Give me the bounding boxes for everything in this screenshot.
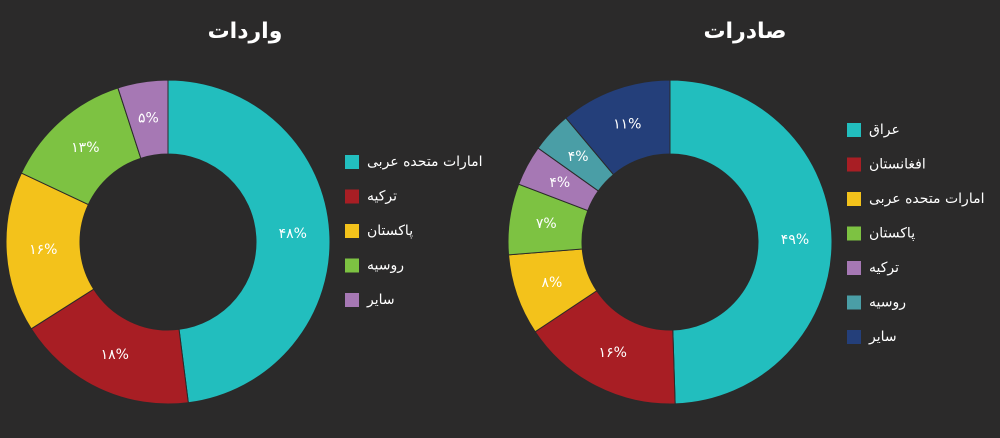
pie-slice <box>167 79 331 404</box>
legend-swatch <box>345 189 359 204</box>
legend-label: پاکستان <box>367 223 413 239</box>
legend-swatch <box>847 330 861 344</box>
legend-swatch <box>847 261 861 275</box>
data-label: ۱۳% <box>71 140 99 156</box>
legend-swatch <box>345 258 359 273</box>
data-label: ۱۶% <box>29 242 57 258</box>
data-label: ۱۸% <box>101 347 129 363</box>
pie-slice <box>117 79 169 159</box>
legend-swatch <box>345 224 359 238</box>
legend-label: روسیه <box>367 258 404 274</box>
data-label: ۸% <box>541 275 562 291</box>
pie-slice <box>565 79 671 176</box>
data-label: ۱۶% <box>599 345 627 361</box>
data-label: ۷% <box>536 216 557 232</box>
data-label: ۴۸% <box>279 226 307 242</box>
legend-label: روسیه <box>869 295 906 311</box>
legend-swatch <box>847 226 861 241</box>
legend-swatch <box>847 192 861 206</box>
legend-swatch <box>345 293 359 307</box>
legend-swatch <box>847 123 861 137</box>
legend-label: ترکیه <box>367 189 397 205</box>
data-label: ۴۹% <box>781 232 809 248</box>
legend-label: ترکیه <box>869 260 899 276</box>
legend-label: امارات متحده عربی <box>367 154 482 170</box>
legend-swatch <box>345 155 359 169</box>
pie-slice <box>669 79 833 405</box>
legend-label: سایر <box>868 329 897 345</box>
data-label: ۴% <box>549 175 570 191</box>
legend-label: پاکستان <box>869 226 915 242</box>
chart-title: واردات <box>208 19 283 44</box>
legend-swatch <box>847 295 861 310</box>
data-label: ۴% <box>568 149 589 165</box>
pie-slice <box>30 288 189 405</box>
data-label: ۵% <box>138 111 159 127</box>
legend-label: افغانستان <box>869 157 926 173</box>
legend-label: امارات متحده عربی <box>869 191 984 207</box>
legend-label: عراق <box>869 122 900 138</box>
data-label: ۱۱% <box>613 117 641 133</box>
legend-swatch <box>847 157 861 172</box>
legend-label: سایر <box>366 292 395 308</box>
chart-title: صادرات <box>703 19 786 44</box>
